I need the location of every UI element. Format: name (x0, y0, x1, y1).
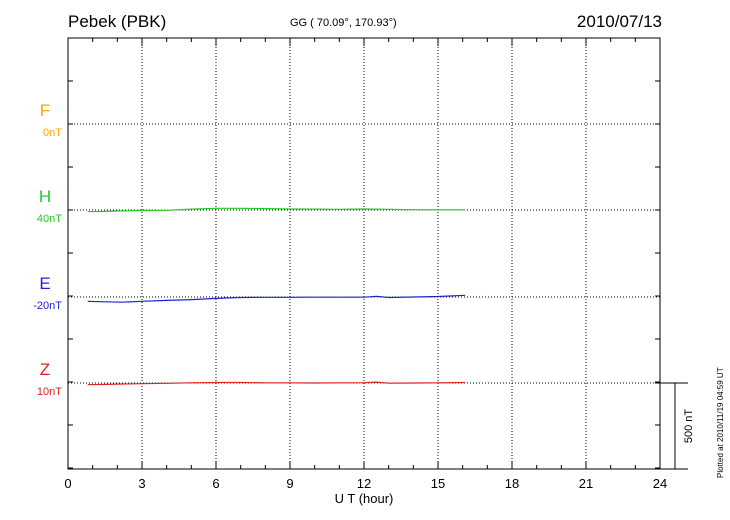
observation-date: 2010/07/13 (576, 12, 662, 31)
x-tick-label: 6 (212, 476, 219, 491)
x-tick-label: 15 (431, 476, 445, 491)
x-tick-label: 12 (357, 476, 371, 491)
series-name-label: H (39, 187, 51, 206)
series-baseline-label: 0nT (43, 127, 62, 139)
station-title: Pebek (PBK) (68, 12, 167, 31)
x-axis-label: U T (hour) (335, 491, 394, 506)
series-baseline-label: 40nT (37, 213, 62, 225)
x-tick-label: 9 (286, 476, 293, 491)
series-name-label: Z (40, 360, 50, 379)
series-trace (87, 207, 466, 213)
series-name-label: E (39, 274, 50, 293)
x-tick-label: 3 (138, 476, 145, 491)
x-tick-label: 21 (579, 476, 593, 491)
series-baseline-label: 10nT (37, 386, 62, 398)
scale-bar-label: 500 nT (683, 409, 695, 444)
x-tick-label: 24 (653, 476, 667, 491)
series-name-label: F (40, 101, 50, 120)
x-tick-label: 18 (505, 476, 519, 491)
series-trace (87, 294, 466, 303)
series-trace (87, 381, 466, 386)
series-baseline-label: -20nT (33, 300, 62, 312)
geographic-coordinates: GG ( 70.09°, 170.93°) (290, 17, 397, 29)
x-tick-label: 0 (64, 476, 71, 491)
